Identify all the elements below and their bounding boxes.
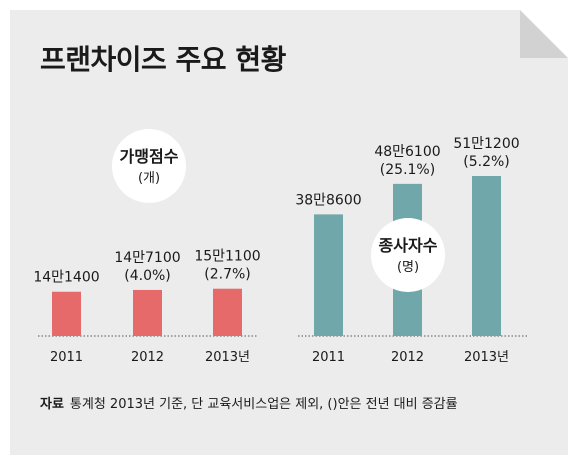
bar-stores-1 xyxy=(52,291,81,336)
tick-label-employees-3: 2013년 xyxy=(464,350,509,365)
value-label-employees-3: 51만1200 xyxy=(453,136,519,152)
bubble-unit-employees: (명) xyxy=(397,260,419,275)
source-label: 자료 xyxy=(40,397,64,412)
corner-flap xyxy=(520,10,568,58)
bar-stores-2 xyxy=(133,289,162,336)
value-label-stores-3: 15만1100 xyxy=(194,249,260,265)
tick-label-stores-2: 2012 xyxy=(131,350,164,365)
bubble-employees xyxy=(371,218,445,292)
value-label-employees-1: 38만8600 xyxy=(295,192,361,208)
source-note: 자료 통계청 2013년 기준, 단 교육서비스업은 제외, ()안은 전년 대비… xyxy=(40,393,458,412)
change-label-employees-3: (5.2%) xyxy=(463,154,510,170)
tick-label-stores-3: 2013년 xyxy=(205,350,250,365)
bubble-title-stores: 가맹점수 xyxy=(120,147,179,166)
change-label-stores-3: (2.7%) xyxy=(204,267,251,283)
bubble-title-employees: 종사자수 xyxy=(379,236,438,255)
bar-employees-3 xyxy=(472,176,501,336)
source-text: 통계청 2013년 기준, 단 교육서비스업은 제외, ()안은 전년 대비 증… xyxy=(69,397,458,412)
tick-label-employees-2: 2012 xyxy=(391,350,424,365)
bar-employees-1 xyxy=(314,214,343,336)
bar-stores-3 xyxy=(213,288,242,336)
bubble-unit-stores: (개) xyxy=(138,171,160,186)
tick-label-stores-1: 2011 xyxy=(50,350,83,365)
tick-label-employees-1: 2011 xyxy=(312,350,345,365)
value-label-stores-1: 14만1400 xyxy=(33,270,99,286)
bubble-stores xyxy=(112,129,186,203)
value-label-employees-2: 48만6100 xyxy=(374,144,440,160)
page-title: 프랜차이즈 주요 현황 xyxy=(40,43,286,76)
change-label-stores-2: (4.0%) xyxy=(124,268,171,284)
change-label-employees-2: (25.1%) xyxy=(380,162,435,178)
value-label-stores-2: 14만7100 xyxy=(114,250,180,266)
